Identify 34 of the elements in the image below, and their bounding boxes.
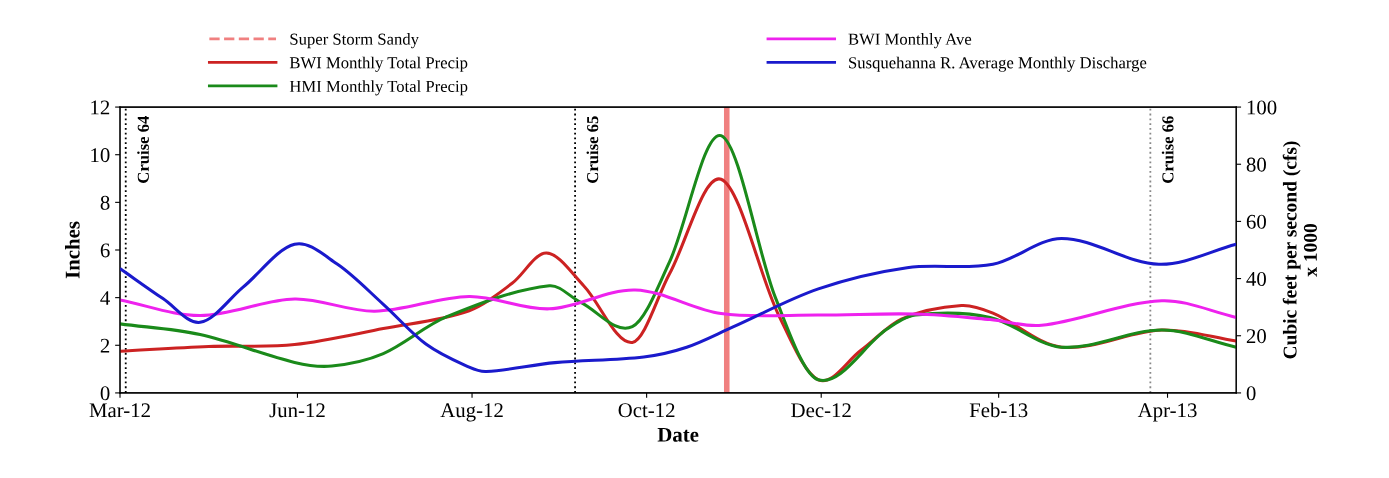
y2-tick-label: 0	[1246, 386, 1256, 401]
legend-label: Super Storm Sandy	[290, 33, 419, 49]
legend-label: HMI Monthly Total Precip	[289, 80, 468, 96]
y2-tick-label: 60	[1246, 214, 1266, 229]
x-axis-title: Date	[657, 427, 699, 442]
x-tick-label: Apr-13	[1137, 403, 1197, 422]
y-tick-label: 0	[100, 386, 110, 401]
y-tick-label: 4	[100, 291, 110, 305]
y2-tick-label: 80	[1246, 157, 1266, 172]
line-series	[120, 288, 1237, 328]
ref-line-label: Cruise 65	[586, 116, 599, 183]
x-tick-label: Jun-12	[269, 403, 325, 418]
y-axis-title: Inches	[65, 221, 80, 279]
y-tick-label: 8	[100, 195, 110, 210]
y2-tick-label: 100	[1247, 100, 1277, 115]
x-tick-label: Aug-12	[440, 403, 503, 422]
y2-tick-label: 40	[1246, 271, 1266, 287]
x-tick-label: Feb-13	[969, 402, 1028, 418]
line-series	[120, 134, 1237, 382]
x-tick-label: Mar-12	[89, 403, 150, 418]
ref-line-label: Cruise 66	[1161, 116, 1174, 183]
y-tick-label: 10	[91, 148, 110, 163]
legend-label: Susquehanna R. Average Monthly Discharge	[849, 56, 1147, 72]
ref-line-label: Cruise 64	[137, 115, 149, 183]
line-series	[120, 237, 1237, 374]
y2-tick-label: 20	[1246, 329, 1266, 344]
y2-axis-title: Cubic feet per second (cfs) x 1000	[1282, 141, 1317, 359]
y-tick-label: 2	[100, 338, 110, 353]
legend-label: BWI Monthly Ave	[848, 33, 972, 49]
y-tick-label: 12	[91, 100, 110, 115]
x-tick-label: Dec-12	[791, 403, 851, 418]
y-tick-label: 6	[100, 243, 110, 258]
legend-label: BWI Monthly Total Precip	[289, 56, 468, 72]
x-tick-label: Oct-12	[618, 403, 675, 418]
